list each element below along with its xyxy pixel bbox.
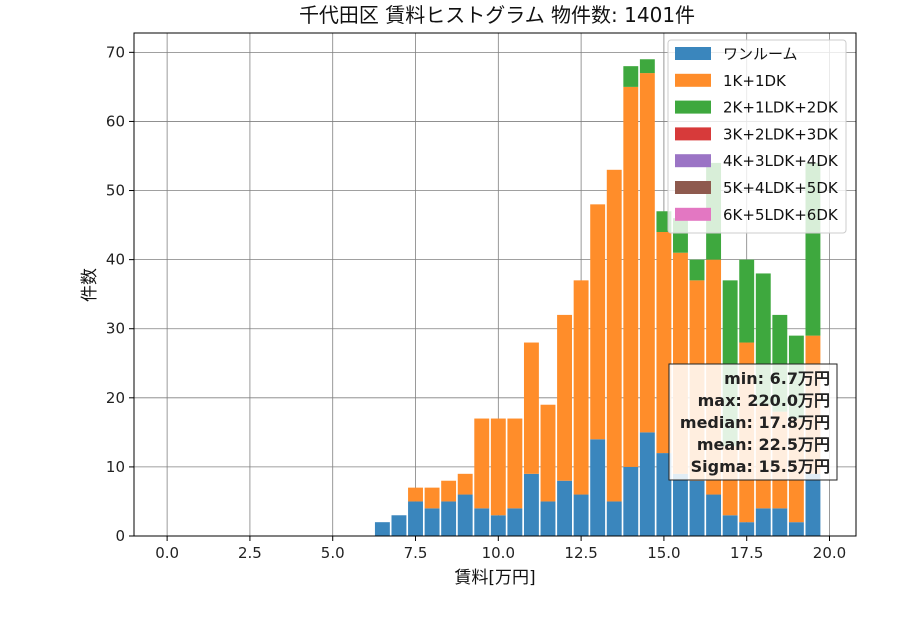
bar-1-3 xyxy=(424,487,440,509)
y-tick-label: 70 xyxy=(106,43,125,61)
stats-box: min: 6.7万円 max: 220.0万円 median: 17.8万円 m… xyxy=(668,363,838,481)
y-tick-label: 30 xyxy=(106,320,125,338)
bar-0-26 xyxy=(805,473,821,536)
bar-1-11 xyxy=(557,314,573,481)
bar-1-7 xyxy=(490,418,506,516)
stats-frame xyxy=(668,363,838,481)
bar-1-10 xyxy=(540,404,556,502)
bar-1-6 xyxy=(474,418,490,509)
bar-1-5 xyxy=(457,473,473,495)
bar-1-12 xyxy=(573,280,589,495)
x-tick-label: 7.5 xyxy=(404,544,428,562)
y-tick-label: 40 xyxy=(106,251,125,269)
legend-label-5: 5K+4LDK+5DK xyxy=(723,179,839,197)
x-tick-label: 5.0 xyxy=(321,544,345,562)
bar-1-15 xyxy=(623,86,639,467)
bar-1-16 xyxy=(639,73,655,433)
bar-0-21 xyxy=(722,515,738,536)
bars xyxy=(374,59,821,536)
bar-0-11 xyxy=(557,480,573,536)
legend-swatch-2 xyxy=(675,100,711,114)
x-tick-label: 17.5 xyxy=(730,544,763,562)
bar-0-7 xyxy=(490,515,506,536)
bar-1-4 xyxy=(441,480,457,502)
chart-title: 千代田区 賃料ヒストグラム 物件数: 1401件 xyxy=(299,3,695,27)
x-tick-label: 15.0 xyxy=(647,544,680,562)
bar-0-22 xyxy=(739,522,755,536)
stat-min: min: 6.7万円 xyxy=(724,369,830,388)
legend-label-3: 3K+2LDK+3DK xyxy=(723,125,839,143)
x-tick-label: 0.0 xyxy=(155,544,179,562)
legend-swatch-4 xyxy=(675,154,711,168)
legend-label-1: 1K+1DK xyxy=(723,72,787,90)
bar-0-9 xyxy=(523,473,539,536)
bar-0-19 xyxy=(689,480,705,536)
x-tick-label: 12.5 xyxy=(564,544,597,562)
bar-0-18 xyxy=(673,473,688,536)
bar-0-24 xyxy=(772,508,788,536)
stat-max: max: 220.0万円 xyxy=(698,391,830,410)
bar-0-14 xyxy=(606,501,622,536)
bar-0-3 xyxy=(424,508,440,536)
legend-label-4: 4K+3LDK+4DK xyxy=(723,152,839,170)
bar-0-5 xyxy=(457,494,473,536)
bar-0-25 xyxy=(788,522,804,536)
bar-0-15 xyxy=(623,466,639,536)
bar-1-14 xyxy=(606,169,622,502)
y-tick-label: 10 xyxy=(106,458,125,476)
legend-swatch-1 xyxy=(675,73,711,87)
legend-label-2: 2K+1LDK+2DK xyxy=(723,99,839,117)
bar-2-16 xyxy=(639,59,655,74)
bar-2-19 xyxy=(689,259,705,281)
y-axis-label: 件数 xyxy=(80,268,100,302)
legend-swatch-5 xyxy=(675,181,711,194)
stat-mean: mean: 22.5万円 xyxy=(697,435,830,454)
bar-0-4 xyxy=(441,501,457,536)
bar-1-17 xyxy=(656,231,672,454)
bar-0-23 xyxy=(755,508,771,536)
legend-box xyxy=(667,39,847,234)
legend-swatch-0 xyxy=(675,47,711,60)
bar-0-20 xyxy=(706,494,722,536)
bar-0-0 xyxy=(374,522,390,536)
x-tick-label: 20.0 xyxy=(813,544,846,562)
legend-label-0: ワンルーム xyxy=(723,45,798,63)
legend: ワンルーム 1K+1DK 2K+1LDK+2DK 3K+2LDK+3DK 4K+3LDK… xyxy=(667,39,847,234)
bar-0-8 xyxy=(507,508,523,536)
x-tick-label: 2.5 xyxy=(238,544,262,562)
bar-1-8 xyxy=(507,418,523,509)
bar-2-15 xyxy=(623,66,639,87)
bar-0-17 xyxy=(656,453,672,536)
y-tick-label: 20 xyxy=(106,389,125,407)
bar-0-1 xyxy=(391,515,407,536)
bar-0-6 xyxy=(474,508,490,536)
legend-swatch-6 xyxy=(675,207,711,221)
bar-1-13 xyxy=(590,204,606,440)
bar-0-10 xyxy=(540,501,556,536)
y-tick-label: 0 xyxy=(115,527,125,545)
bar-0-16 xyxy=(639,432,655,536)
bar-2-22 xyxy=(739,259,755,343)
y-tick-label: 50 xyxy=(106,182,125,200)
legend-label-6: 6K+5LDK+6DK xyxy=(723,206,839,224)
ticks: 0.0 2.5 5.0 7.5 10.0 12.5 15.0 17.5 20.0 0 10 20 30 4… xyxy=(106,43,846,562)
x-tick-label: 10.0 xyxy=(482,544,515,562)
y-tick-label: 60 xyxy=(106,112,125,130)
x-axis-label: 賃料[万円] xyxy=(454,568,535,588)
stat-sigma: Sigma: 15.5万円 xyxy=(691,457,830,476)
bar-0-13 xyxy=(590,439,606,536)
bar-0-2 xyxy=(408,501,423,536)
plot-frame xyxy=(133,32,857,537)
bar-1-9 xyxy=(523,342,539,474)
bar-1-2 xyxy=(408,487,423,502)
stat-median: median: 17.8万円 xyxy=(680,413,830,432)
bar-0-12 xyxy=(573,494,589,536)
legend-swatch-3 xyxy=(675,127,711,141)
